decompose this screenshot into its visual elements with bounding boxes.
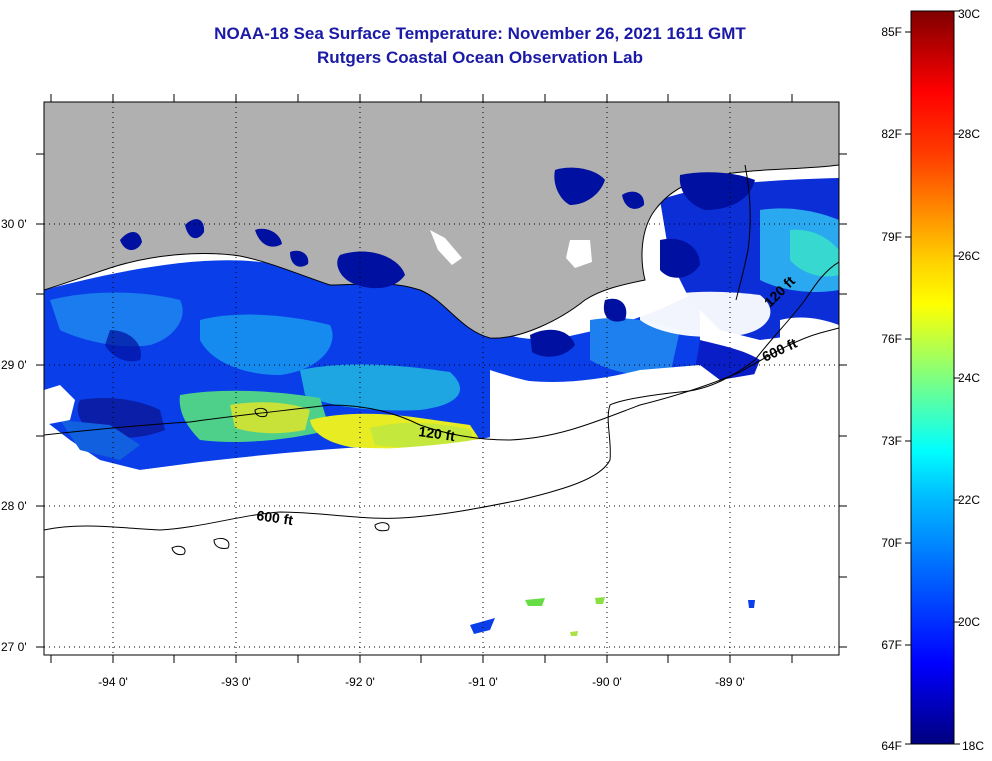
lat-label-29n: 29 0' xyxy=(1,358,27,372)
colorbar-f-label-70: 70F xyxy=(881,536,902,550)
colorbar-c-label-30: 30C xyxy=(958,7,980,21)
contour-label-600ft-west: 600 ft xyxy=(256,507,295,528)
colorbar-c-label-26: 26C xyxy=(958,249,980,263)
lon-label-92w: -92 0' xyxy=(345,675,375,689)
map-subtitle: Rutgers Coastal Ocean Observation Lab xyxy=(317,48,643,67)
lon-label-90w: -90 0' xyxy=(592,675,622,689)
lon-label-89w: -89 0' xyxy=(715,675,745,689)
lat-label-27n: 27 0' xyxy=(1,640,27,654)
axis-ticks xyxy=(36,94,847,663)
colorbar-f-label-76: 76F xyxy=(881,332,902,346)
colorbar-c-label-24: 24C xyxy=(958,371,980,385)
depth-contours xyxy=(44,164,839,556)
colorbar-scale xyxy=(910,10,955,745)
map-layers: 120 ft 600 ft 120 ft 600 ft xyxy=(44,102,839,655)
colorbar-c-label-20: 20C xyxy=(958,615,980,629)
colorbar-c-label-22: 22C xyxy=(958,493,980,507)
colorbar-ticks xyxy=(905,10,960,745)
sst-field xyxy=(44,178,839,655)
lat-label-30n: 30 0' xyxy=(1,217,27,231)
plot-frame xyxy=(43,101,840,656)
lon-label-93w: -93 0' xyxy=(221,675,251,689)
lat-label-28n: 28 0' xyxy=(1,499,27,513)
colorbar-f-label-79: 79F xyxy=(881,230,902,244)
graticule xyxy=(44,102,839,655)
colorbar-f-label-73: 73F xyxy=(881,434,902,448)
map-title: NOAA-18 Sea Surface Temperature: Novembe… xyxy=(214,24,746,43)
colorbar-f-label-85: 85F xyxy=(881,25,902,39)
contour-label-120ft-west: 120 ft xyxy=(418,423,457,444)
lon-label-94w: -94 0' xyxy=(98,675,128,689)
colorbar-c-label-28: 28C xyxy=(958,127,980,141)
colorbar-f-label-67: 67F xyxy=(881,638,902,652)
lon-label-91w: -91 0' xyxy=(468,675,498,689)
colorbar-f-label-64: 64F xyxy=(881,739,902,753)
colorbar-f-label-82: 82F xyxy=(881,127,902,141)
colorbar-c-label-18: 18C xyxy=(962,739,984,753)
land-mass xyxy=(44,102,839,357)
